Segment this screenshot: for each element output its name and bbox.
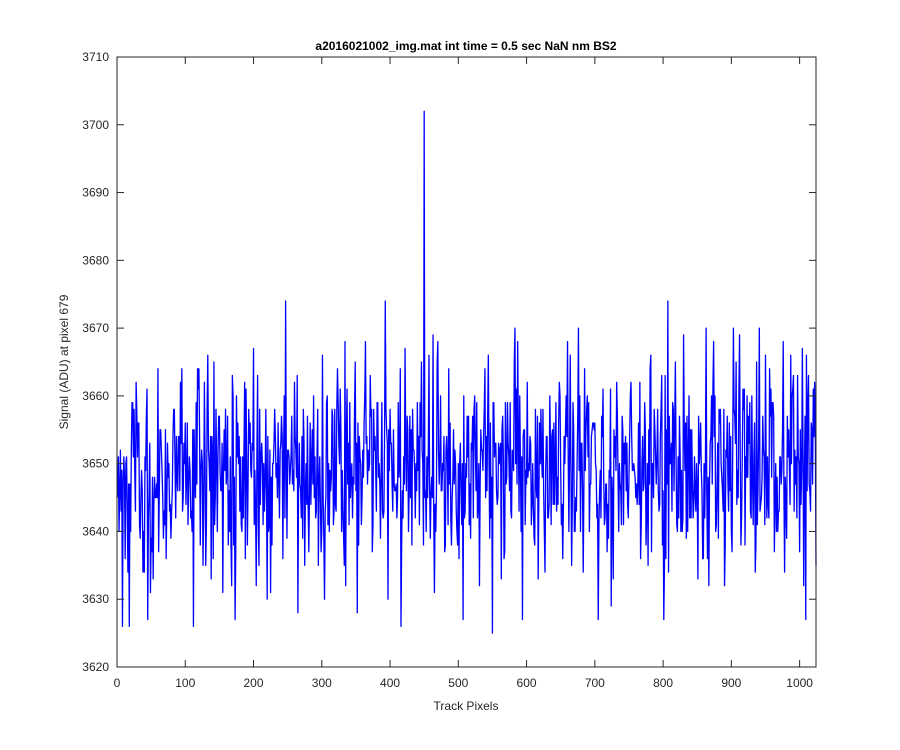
x-axis-ticks: 0 100 200 300 400 500 600 700 800 900 1000 [114,57,813,690]
y-tick-label: 3650 [82,457,109,471]
x-axis-label: Track Pixels [434,699,499,713]
y-tick-label: 3680 [82,253,109,267]
y-tick-label: 3630 [82,592,109,606]
y-tick-label: 3670 [82,321,109,335]
x-tick-label: 0 [114,676,121,690]
x-tick-label: 200 [244,676,264,690]
y-tick-label: 3690 [82,186,109,200]
y-tick-label: 3710 [82,50,109,64]
x-tick-label: 100 [175,676,195,690]
signal-series-line [117,110,817,634]
x-tick-label: 500 [448,676,468,690]
series-line-group [117,110,817,634]
chart-title: a2016021002_img.mat int time = 0.5 sec N… [315,39,616,53]
y-tick-label: 3700 [82,118,109,132]
x-tick-label: 800 [653,676,673,690]
x-tick-label: 1000 [786,676,813,690]
y-axis-label: Signal (ADU) at pixel 679 [57,294,71,429]
x-tick-label: 700 [585,676,605,690]
y-axis-ticks: 3620 3630 3640 3650 3660 3670 3680 3690 3700 3710 [82,50,816,674]
axes-box [116,56,817,668]
x-tick-label: 600 [517,676,537,690]
plot-area [117,57,816,667]
y-tick-label: 3620 [82,660,109,674]
x-tick-label: 900 [721,676,741,690]
x-tick-label: 400 [380,676,400,690]
y-tick-label: 3660 [82,389,109,403]
x-tick-label: 300 [312,676,332,690]
y-tick-label: 3640 [82,524,109,538]
